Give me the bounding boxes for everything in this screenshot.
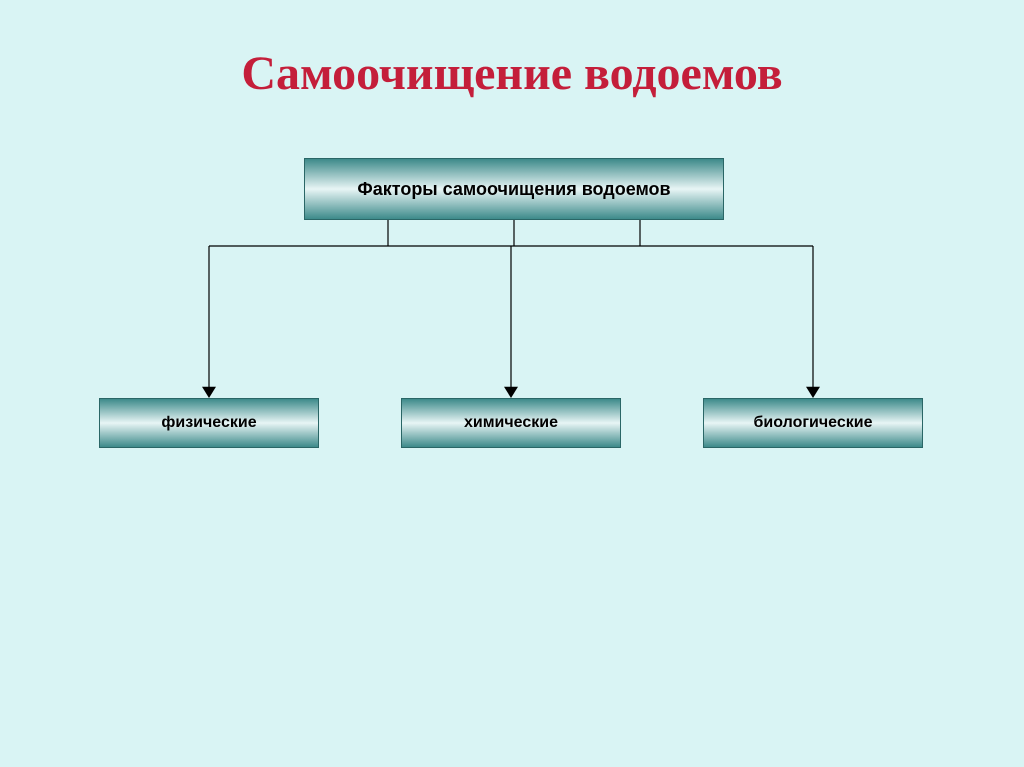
connector-lines xyxy=(0,0,1024,767)
child-box: биологические xyxy=(703,398,923,448)
child-box-label: химические xyxy=(464,414,558,432)
child-box: химические xyxy=(401,398,621,448)
slide-title: Самоочищение водоемов xyxy=(0,46,1024,101)
parent-box: Факторы самоочищения водоемов xyxy=(304,158,724,220)
parent-box-label: Факторы самоочищения водоемов xyxy=(357,179,670,200)
child-box: физические xyxy=(99,398,319,448)
child-box-label: физические xyxy=(161,414,256,432)
child-box-label: биологические xyxy=(754,414,873,432)
